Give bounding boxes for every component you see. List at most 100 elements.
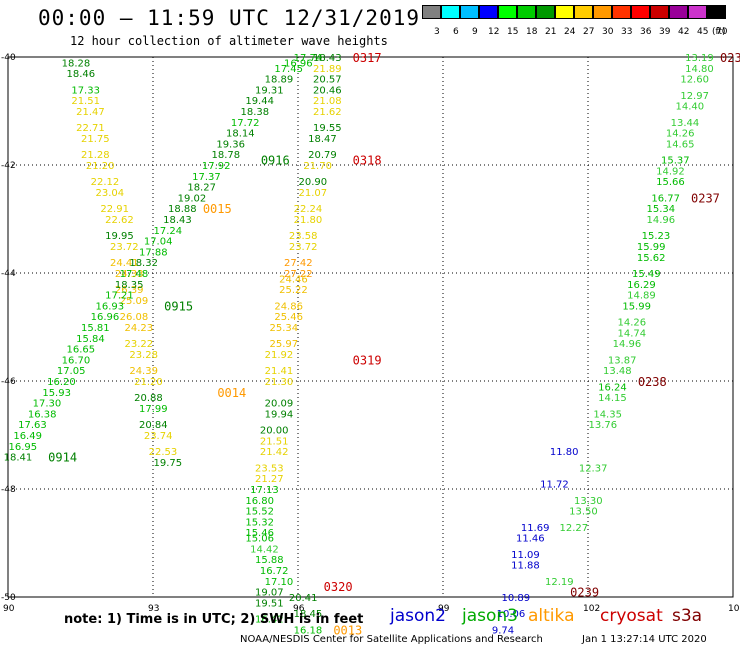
longitude-label: 105 <box>728 604 740 614</box>
wave-height-reading: 24.33 <box>115 269 144 280</box>
pass-number-label: 0013 <box>333 623 362 637</box>
wave-height-reading: 23.58 <box>289 231 318 242</box>
wave-height-reading: 17.48 <box>120 269 149 280</box>
legend-jason3: jason3 <box>462 606 518 626</box>
color-swatch <box>707 5 726 19</box>
legend-s3a: s3a <box>672 606 703 626</box>
color-swatch <box>612 5 631 19</box>
wave-height-reading: 25.97 <box>270 339 299 350</box>
color-scale-label: 3 <box>434 27 440 37</box>
color-scale-label: 45 <box>697 27 709 37</box>
wave-height-reading: 23.28 <box>129 350 158 361</box>
color-scale-label: 36 <box>640 27 652 37</box>
wave-height-reading: 19.07 <box>255 588 284 599</box>
wave-height-reading: 21.51 <box>71 96 100 107</box>
wave-height-reading: 18.35 <box>115 280 144 291</box>
wave-height-reading: 22.12 <box>91 177 120 188</box>
wave-height-reading: 25.46 <box>274 312 303 323</box>
wave-height-reading: 20.90 <box>299 177 328 188</box>
wave-height-reading: 19.31 <box>255 85 284 96</box>
wave-height-reading: 19.02 <box>178 193 207 204</box>
wave-height-reading: 19.55 <box>313 123 342 134</box>
wave-height-reading: 17.21 <box>105 291 134 302</box>
wave-height-reading: 23.04 <box>96 188 125 199</box>
wave-height-reading: 14.96 <box>647 215 676 226</box>
wave-height-reading: 16.42 <box>255 615 284 626</box>
wave-height-reading: 18.41 <box>4 453 33 464</box>
color-swatch <box>688 5 707 19</box>
wave-height-reading: 21.30 <box>265 377 294 388</box>
wave-height-reading: 19.94 <box>265 409 294 420</box>
wave-height-reading: 21.42 <box>260 447 289 458</box>
wave-height-reading: 16.49 <box>13 431 42 442</box>
longitude-label: 93 <box>148 604 159 614</box>
wave-height-reading: 18.28 <box>62 58 91 69</box>
wave-height-reading: 17.37 <box>192 172 221 183</box>
wave-height-reading: 17.04 <box>144 237 173 248</box>
wave-height-reading: 15.99 <box>637 242 666 253</box>
wave-height-reading: 13.48 <box>603 366 632 377</box>
wave-height-reading: 21.20 <box>134 377 163 388</box>
wave-height-reading: 14.26 <box>666 129 695 140</box>
wave-height-reading: 20.46 <box>313 85 342 96</box>
wave-height-reading: 15.32 <box>245 517 274 528</box>
wave-height-reading: 12.60 <box>680 75 709 86</box>
wave-height-reading: 22.53 <box>149 447 178 458</box>
wave-height-reading: 18.88 <box>168 204 197 215</box>
color-swatch <box>498 5 517 19</box>
pass-number-label: 0239 <box>570 586 599 600</box>
wave-height-reading: 21.70 <box>303 161 332 172</box>
wave-height-reading: 17.30 <box>33 399 62 410</box>
wave-height-reading: 24.46 <box>279 274 308 285</box>
wave-height-reading: 25.09 <box>120 296 149 307</box>
pass-number-label: 0236 <box>720 51 740 65</box>
wave-height-reading: 23.72 <box>289 242 318 253</box>
color-scale-label: 24 <box>564 27 576 37</box>
wave-height-reading: 16.96 <box>91 312 120 323</box>
wave-height-reading: 19.44 <box>245 96 274 107</box>
color-swatch <box>479 5 498 19</box>
wave-height-reading: 21.75 <box>81 134 110 145</box>
wave-height-reading: 12.19 <box>545 577 574 588</box>
wave-height-reading: 19.36 <box>216 139 245 150</box>
wave-height-reading: 13.50 <box>569 507 598 518</box>
wave-height-reading: 26.08 <box>120 312 149 323</box>
wave-height-reading: 15.99 <box>622 301 651 312</box>
wave-height-reading: 18.43 <box>163 215 192 226</box>
wave-height-reading: 15.81 <box>81 323 110 334</box>
wave-height-reading: 21.62 <box>313 107 342 118</box>
longitude-label: 99 <box>438 604 450 614</box>
pass-number-label: 0238 <box>638 375 667 389</box>
wave-height-reading: 14.96 <box>613 339 642 350</box>
color-swatch <box>460 5 479 19</box>
color-swatch <box>593 5 612 19</box>
credit-line: NOAA/NESDIS Center for Satellite Applica… <box>240 634 543 645</box>
color-swatch <box>517 5 536 19</box>
wave-height-reading: 23.53 <box>255 463 284 474</box>
page-subtitle: 12 hour collection of altimeter wave hei… <box>70 34 388 48</box>
wave-height-reading: 11.69 <box>521 523 550 534</box>
wave-height-reading: 18.89 <box>265 75 294 86</box>
wave-height-reading: 27.22 <box>284 269 313 280</box>
pass-number-label: 0319 <box>353 353 382 367</box>
longitude-label: 102 <box>583 604 600 614</box>
wave-height-reading: 21.92 <box>265 350 294 361</box>
color-scale-label: 39 <box>659 27 671 37</box>
wave-height-reading: 20.00 <box>260 426 289 437</box>
wave-height-reading: 17.74 <box>294 53 323 64</box>
legend-cryosat: cryosat <box>600 606 663 626</box>
wave-height-reading: 10.06 <box>497 609 526 620</box>
wave-height-reading: 21.47 <box>76 107 105 118</box>
color-swatch <box>441 5 460 19</box>
wave-height-reading: 18.32 <box>129 258 158 269</box>
wave-height-reading: 17.24 <box>154 226 183 237</box>
color-scale-label: 30 <box>602 27 614 37</box>
wave-height-reading: 14.74 <box>618 328 647 339</box>
latitude-label: -50 <box>1 593 16 603</box>
wave-height-reading: 27.42 <box>284 258 313 269</box>
pass-number-label: 0317 <box>353 51 382 65</box>
wave-height-reading: 21.41 <box>265 366 294 377</box>
wave-height-reading: 18.78 <box>212 150 241 161</box>
wave-height-reading: 17.92 <box>202 161 231 172</box>
wave-height-reading: 25.34 <box>270 323 299 334</box>
